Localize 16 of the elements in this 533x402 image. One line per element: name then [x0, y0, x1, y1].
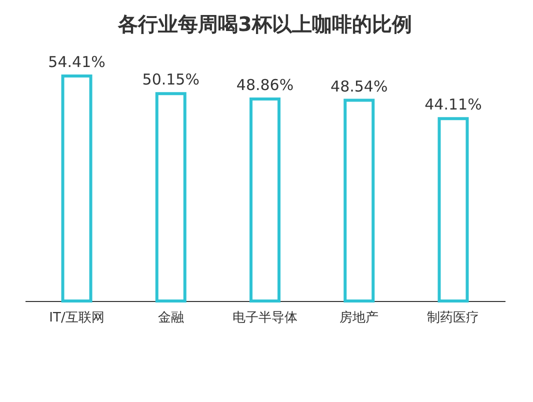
x-tick-label: 电子半导体 [232, 310, 298, 326]
x-tick-label: 制药医疗 [427, 310, 480, 326]
bar [155, 92, 186, 302]
x-tick-label: 房地产 [340, 310, 379, 326]
bar [250, 97, 280, 302]
data-label: 48.54% [330, 77, 388, 96]
chart-title: 各行业每周喝3杯以上咖啡的比例 [117, 12, 412, 36]
data-label: 50.15% [142, 70, 200, 89]
data-label: 44.11% [424, 96, 482, 114]
x-tick-label: 金融 [158, 310, 184, 326]
bar [438, 117, 469, 302]
x-tick-label: IT/互联网 [49, 310, 104, 326]
bar [344, 98, 375, 302]
bar [61, 74, 92, 302]
data-label: 54.41% [48, 53, 106, 71]
data-label: 48.86% [236, 76, 294, 94]
